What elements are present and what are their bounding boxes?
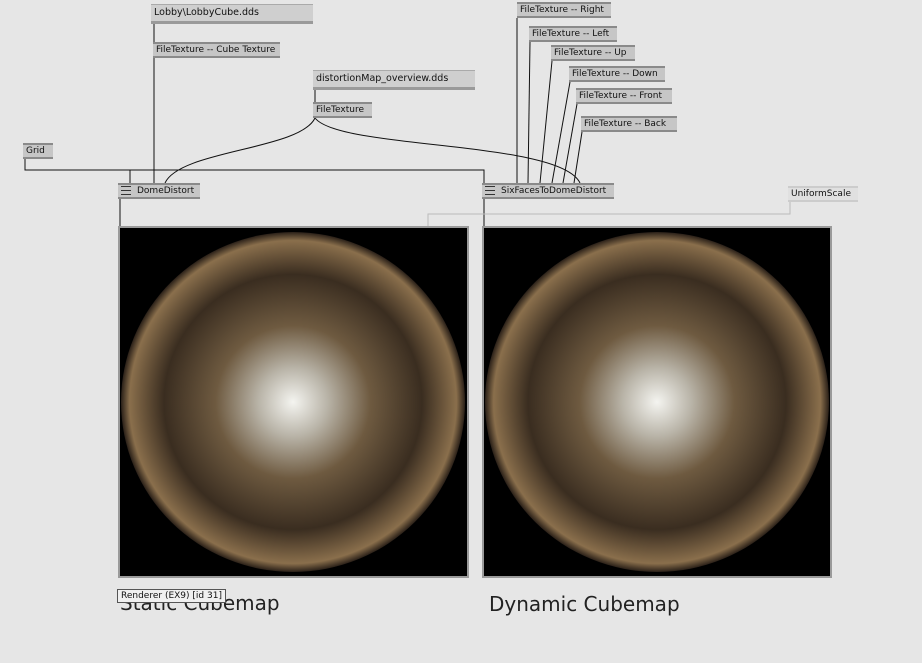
menu-icon [121,186,131,195]
node[interactable]: FileTexture -- Back [581,116,677,132]
module-node[interactable]: DomeDistort [118,183,200,199]
node[interactable]: FileTexture -- Down [569,66,665,82]
string-iobox[interactable]: Lobby\LobbyCube.dds [151,4,313,24]
renderer-window[interactable] [118,226,469,578]
node[interactable]: FileTexture -- Up [551,45,635,61]
menu-icon [485,186,495,195]
node[interactable]: FileTexture [313,102,372,118]
node-label: DomeDistort [137,186,195,196]
node[interactable]: FileTexture -- Right [517,2,611,18]
node[interactable]: UniformScale [788,186,858,202]
module-node[interactable]: SixFacesToDomeDistort [482,183,614,199]
node[interactable]: Grid [23,143,53,159]
node[interactable]: FileTexture -- Cube Texture [153,42,280,58]
caption: Dynamic Cubemap [489,592,680,616]
tooltip: Renderer (EX9) [id 31] [117,589,226,603]
string-iobox[interactable]: distortionMap_overview.dds [313,70,475,90]
node[interactable]: FileTexture -- Front [576,88,672,104]
fisheye-view [485,232,829,572]
node-label: SixFacesToDomeDistort [501,186,607,196]
fisheye-view [121,232,465,572]
renderer-window[interactable] [482,226,832,578]
node[interactable]: FileTexture -- Left [529,26,617,42]
